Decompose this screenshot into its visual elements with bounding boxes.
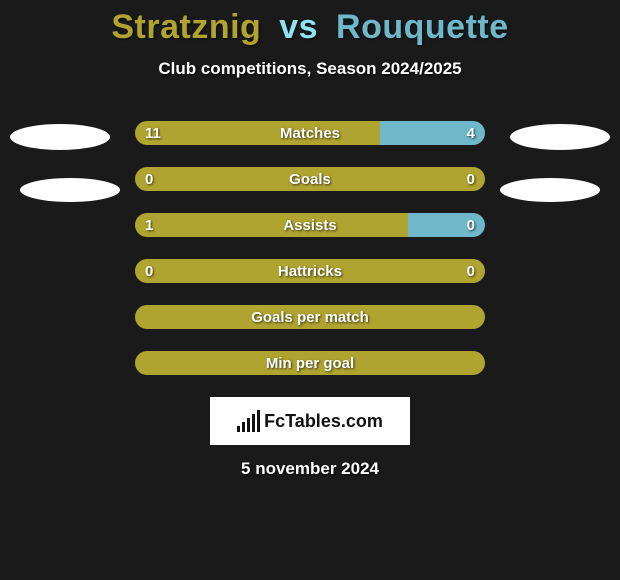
logo-bar [257, 410, 260, 432]
stat-row: Min per goal [135, 351, 485, 375]
logo-bars-icon [237, 410, 260, 432]
stat-label: Hattricks [135, 259, 485, 283]
player1-badge-top [10, 124, 110, 150]
logo-bar [237, 426, 240, 432]
player2-badge-top [510, 124, 610, 150]
player2-badge-bottom [500, 178, 600, 202]
stat-row: 114Matches [135, 121, 485, 145]
stat-label: Min per goal [135, 351, 485, 375]
stat-label: Matches [135, 121, 485, 145]
player1-badge-bottom [20, 178, 120, 202]
logo-bar [247, 418, 250, 432]
logo-bar [242, 422, 245, 432]
date-text: 5 november 2024 [0, 459, 620, 479]
stats-container: 114Matches 00Goals 10Assists 00Hattricks Goa… [135, 121, 485, 375]
logo-text: FcTables.com [264, 411, 383, 432]
vs-text: vs [279, 8, 318, 46]
logo-box: FcTables.com [210, 397, 410, 445]
stat-label: Goals per match [135, 305, 485, 329]
stat-label: Assists [135, 213, 485, 237]
stat-row: 00Hattricks [135, 259, 485, 283]
player2-name: Rouquette [336, 8, 509, 46]
stat-label: Goals [135, 167, 485, 191]
page-title: Stratznig vs Rouquette [0, 0, 620, 47]
stat-row: 10Assists [135, 213, 485, 237]
stat-row: Goals per match [135, 305, 485, 329]
player1-name: Stratznig [111, 8, 261, 46]
stat-row: 00Goals [135, 167, 485, 191]
subtitle: Club competitions, Season 2024/2025 [0, 59, 620, 79]
logo-bar [252, 414, 255, 432]
